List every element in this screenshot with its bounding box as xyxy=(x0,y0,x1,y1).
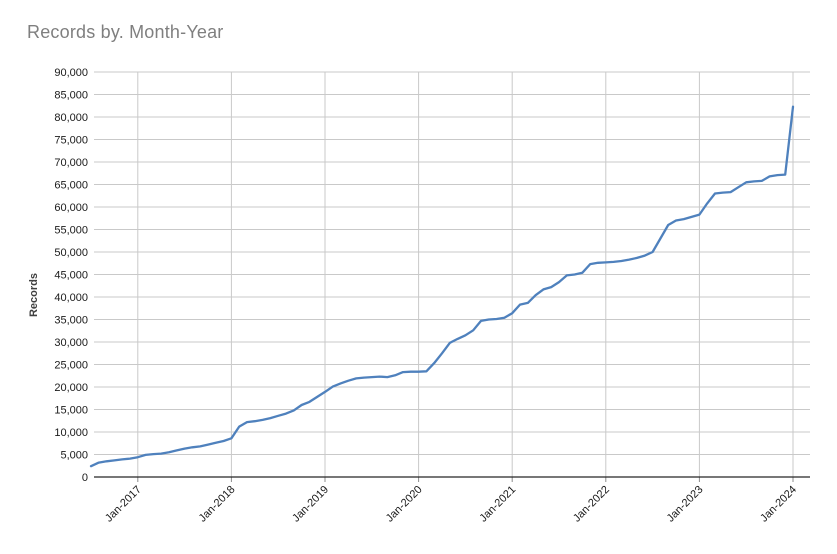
y-tick-label: 5,000 xyxy=(60,450,88,462)
x-tick-label: Jan-2018 xyxy=(197,484,238,525)
x-tick-label: Jan-2019 xyxy=(290,484,331,525)
x-tick-label: Jan-2024 xyxy=(758,484,799,525)
x-tick-label: Jan-2023 xyxy=(665,484,706,525)
y-tick-label: 25,000 xyxy=(54,360,88,372)
y-tick-label: 50,000 xyxy=(54,247,88,259)
y-tick-label: 90,000 xyxy=(54,67,88,79)
x-tick-label: Jan-2020 xyxy=(384,484,425,525)
records-series-line xyxy=(89,105,795,468)
x-tick-label: Jan-2022 xyxy=(571,484,612,525)
y-tick-label: 10,000 xyxy=(54,427,88,439)
chart-title: Records by. Month-Year xyxy=(27,22,224,42)
x-tick-label: Jan-2021 xyxy=(477,484,518,525)
y-tick-label: 45,000 xyxy=(54,270,88,282)
x-tick-label: Jan-2017 xyxy=(103,484,144,525)
y-tick-label: 85,000 xyxy=(54,90,88,102)
y-tick-label: 20,000 xyxy=(54,382,88,394)
y-tick-label: 70,000 xyxy=(54,157,88,169)
y-tick-label: 30,000 xyxy=(54,337,88,349)
y-tick-label: 55,000 xyxy=(54,225,88,237)
y-tick-label: 60,000 xyxy=(54,202,88,214)
y-tick-label: 40,000 xyxy=(54,292,88,304)
y-tick-label: 0 xyxy=(82,472,88,484)
y-tick-label: 80,000 xyxy=(54,112,88,124)
y-tick-label: 65,000 xyxy=(54,180,88,192)
y-tick-label: 35,000 xyxy=(54,315,88,327)
y-tick-label: 75,000 xyxy=(54,135,88,147)
y-axis-title: Records xyxy=(28,272,40,318)
y-tick-label: 15,000 xyxy=(54,405,88,417)
